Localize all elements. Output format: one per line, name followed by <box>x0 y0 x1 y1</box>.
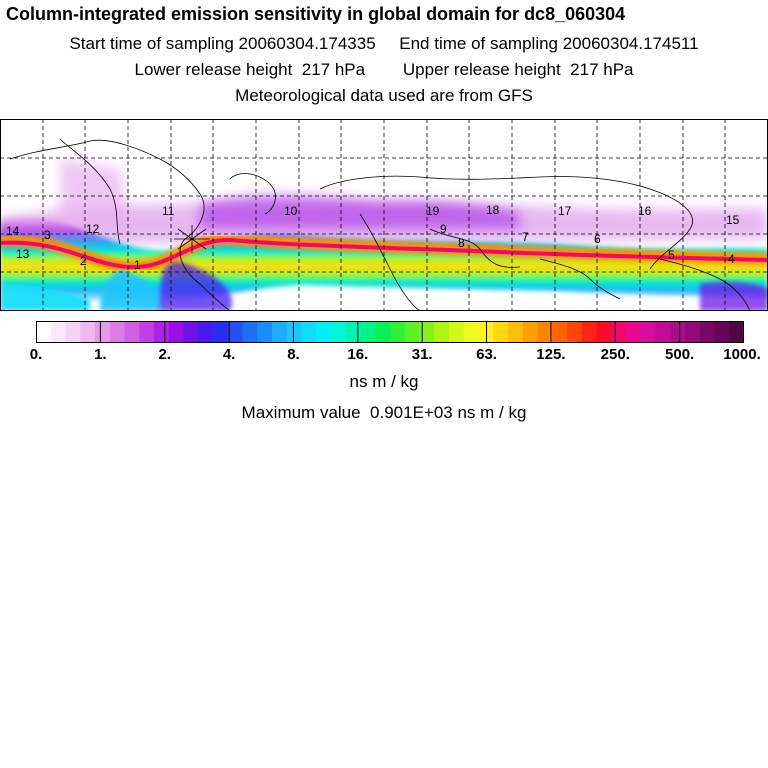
met-data-line: Meteorological data used are from GFS <box>235 86 533 105</box>
traj-label-15: 15 <box>726 213 740 227</box>
colorbar-swatch <box>213 321 229 343</box>
colorbar-swatch <box>331 321 347 343</box>
colorbar-swatch <box>581 321 598 343</box>
colorbar-swatch <box>286 321 303 343</box>
colorbar-swatch <box>699 321 716 343</box>
colorbar-swatch <box>390 321 406 343</box>
traj-label-12: 12 <box>86 222 100 236</box>
colorbar-swatch <box>449 321 465 343</box>
colorbar-tick-label: 16. <box>347 346 369 363</box>
traj-label-14: 14 <box>6 224 20 238</box>
colorbar-swatch <box>257 321 273 343</box>
colorbar-swatch <box>655 321 671 343</box>
colorbar-swatch <box>80 321 96 343</box>
colorbar-swatch <box>36 321 52 343</box>
colorbar-tick-label: 500. <box>665 346 695 363</box>
colorbar-swatch <box>272 321 288 343</box>
colorbar-tick-label: 0. <box>29 346 43 363</box>
traj-label-17: 17 <box>558 204 572 218</box>
traj-label-7: 7 <box>522 230 529 244</box>
figure-title: Column-integrated emission sensitivity i… <box>6 4 626 24</box>
colorbar-swatch <box>596 321 612 343</box>
colorbar-swatch <box>508 321 524 343</box>
colorbar-tick-label: 8. <box>287 346 300 363</box>
colorbar <box>36 321 744 343</box>
colorbar-swatch <box>95 321 111 343</box>
release-point-marker <box>174 225 210 253</box>
graticule <box>0 119 768 311</box>
colorbar-swatch <box>714 321 730 343</box>
traj-label-19: 19 <box>426 204 440 218</box>
traj-label-4: 4 <box>728 252 735 266</box>
colorbar-tick-label: 1. <box>94 346 107 363</box>
colorbar-swatch <box>434 321 450 343</box>
colorbar-swatch <box>552 321 568 343</box>
traj-label-18: 18 <box>486 203 500 217</box>
colorbar-swatch <box>567 321 583 343</box>
colorbar-swatch <box>375 321 391 343</box>
traj-label-9: 9 <box>440 222 447 236</box>
traj-label-6: 6 <box>594 232 601 246</box>
traj-label-16: 16 <box>638 204 652 218</box>
colorbar-swatch <box>301 321 317 343</box>
colorbar-swatch <box>360 321 376 343</box>
traj-label-8: 8 <box>458 236 465 250</box>
trajectory-labels: 14 3 13 12 2 11 1 10 9 8 7 6 5 4 19 18 1… <box>6 203 740 272</box>
colorbar-swatch <box>522 321 539 343</box>
colorbar-swatch <box>493 321 509 343</box>
emission-sensitivity-map: 14 3 13 12 2 11 1 10 9 8 7 6 5 4 19 18 1… <box>0 119 768 311</box>
colorbar-units: ns m / kg <box>349 372 419 391</box>
colorbar-swatch <box>227 321 244 343</box>
colorbar-swatch <box>685 321 701 343</box>
colorbar-swatch <box>626 321 642 343</box>
sampling-time-line: Start time of sampling 20060304.174335 E… <box>69 34 699 53</box>
colorbar-swatch <box>168 321 185 343</box>
colorbar-swatch <box>419 321 435 343</box>
traj-label-2: 2 <box>80 254 87 268</box>
colorbar-swatch <box>65 321 81 343</box>
colorbar-tick-label: 125. <box>536 346 566 363</box>
traj-label-5: 5 <box>668 248 675 262</box>
colorbar-swatch <box>183 321 199 343</box>
colorbar-tick-label: 1000. <box>723 346 761 363</box>
traj-label-1: 1 <box>134 258 141 272</box>
colorbar-tick-label: 63. <box>476 346 497 363</box>
colorbar-swatch <box>729 321 744 343</box>
traj-label-13: 13 <box>16 247 30 261</box>
colorbar-swatch <box>242 321 258 343</box>
colorbar-frame <box>36 321 744 343</box>
colorbar-swatch <box>109 321 126 343</box>
colorbar-tick-label: 31. <box>411 346 433 363</box>
coastlines <box>9 138 751 311</box>
traj-label-3: 3 <box>44 228 51 242</box>
colorbar-swatch <box>640 321 657 343</box>
colorbar-swatch <box>124 321 140 343</box>
colorbar-swatch <box>198 321 214 343</box>
colorbar-swatch <box>611 321 627 343</box>
colorbar-tick-label: 4. <box>222 346 236 363</box>
colorbar-swatch <box>345 321 362 343</box>
colorbar-swatch <box>316 321 332 343</box>
colorbar-swatch <box>670 321 686 343</box>
colorbar-tick-label: 250. <box>600 346 630 363</box>
colorbar-swatch <box>463 321 480 343</box>
release-height-line: Lower release height 217 hPa Upper relea… <box>134 60 634 79</box>
traj-label-11: 11 <box>162 204 175 218</box>
maximum-value-label: Maximum value 0.901E+03 ns m / kg <box>241 403 527 422</box>
colorbar-swatch <box>50 321 67 343</box>
colorbar-tick-label: 2. <box>158 346 171 363</box>
colorbar-swatch <box>139 321 155 343</box>
traj-label-10: 10 <box>284 204 298 218</box>
colorbar-swatch <box>537 321 553 343</box>
colorbar-swatch <box>154 321 170 343</box>
colorbar-swatch <box>404 321 421 343</box>
